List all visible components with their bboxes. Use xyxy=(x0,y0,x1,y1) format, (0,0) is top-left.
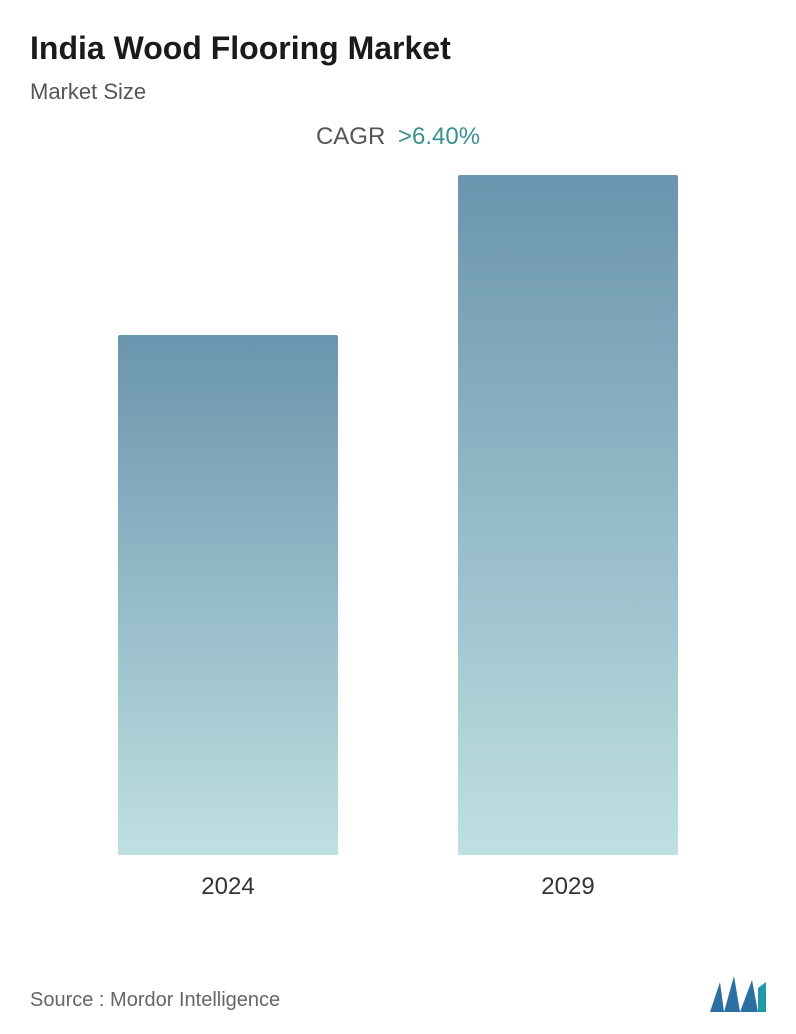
bar-2029 xyxy=(458,175,678,855)
bar-group-2024: 2024 xyxy=(118,335,338,901)
cagr-row: CAGR >6.40% xyxy=(30,123,766,151)
source-name: Mordor Intelligence xyxy=(110,989,280,1011)
source-text: Source : Mordor Intelligence xyxy=(30,989,280,1012)
cagr-value: 6.40% xyxy=(412,123,480,150)
chart-title: India Wood Flooring Market xyxy=(30,30,766,67)
bar-2024 xyxy=(118,335,338,855)
cagr-label: CAGR xyxy=(316,123,385,150)
brand-logo-icon xyxy=(710,976,766,1012)
bar-label-2024: 2024 xyxy=(201,873,254,901)
chart-subtitle: Market Size xyxy=(30,79,766,105)
bar-label-2029: 2029 xyxy=(541,873,594,901)
source-prefix: Source : xyxy=(30,989,110,1011)
footer: Source : Mordor Intelligence xyxy=(30,976,766,1012)
bar-group-2029: 2029 xyxy=(458,175,678,901)
bar-chart: 2024 2029 xyxy=(30,211,766,901)
cagr-operator: > xyxy=(398,123,412,150)
